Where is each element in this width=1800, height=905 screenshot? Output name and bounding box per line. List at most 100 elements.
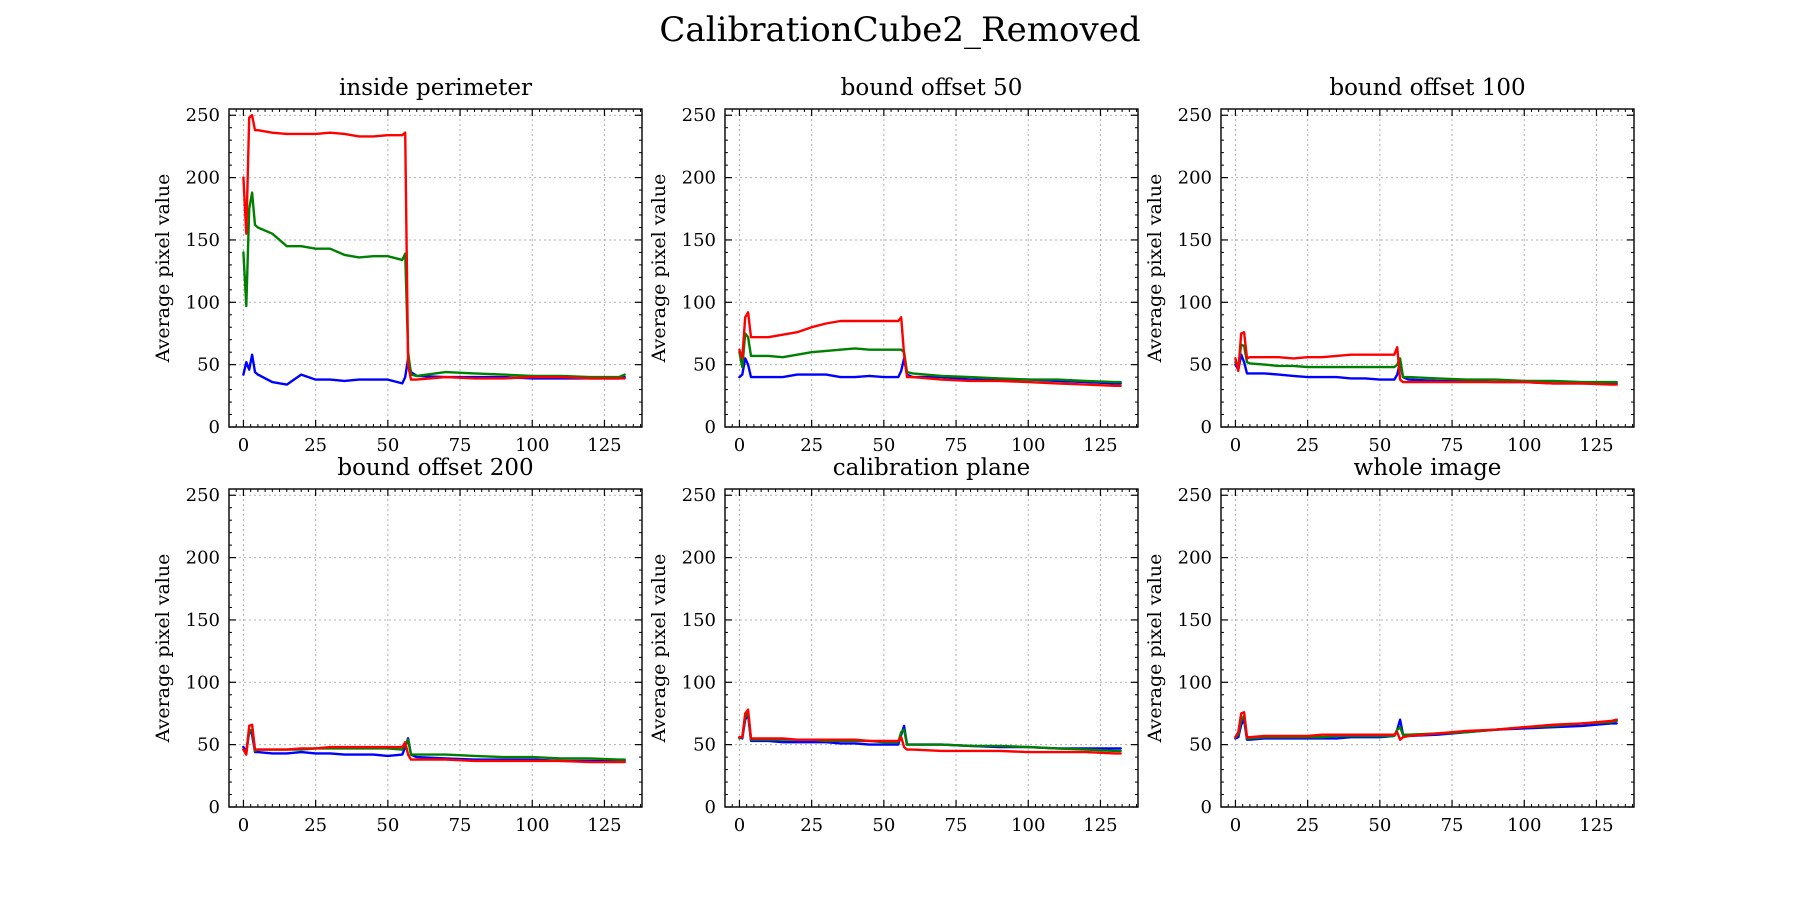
x-tick-label: 25 xyxy=(304,435,327,456)
x-tick-label: 0 xyxy=(1230,435,1241,456)
x-tick-label: 25 xyxy=(1296,815,1319,836)
subplot-6: 0 25 50 75 100 125 0 50 100 150 200 250 whole image A… xyxy=(1144,455,1635,836)
y-tick-label: 150 xyxy=(682,230,716,251)
y-tick-label: 150 xyxy=(1178,230,1212,251)
y-tick-label: 200 xyxy=(1178,168,1212,189)
y-tick-label: 0 xyxy=(705,797,716,818)
y-tick-label: 0 xyxy=(705,417,716,438)
y-tick-label: 50 xyxy=(197,735,220,756)
y-tick-label: 200 xyxy=(682,168,716,189)
y-axis-label: Average pixel value xyxy=(152,174,174,364)
y-tick-label: 0 xyxy=(1201,797,1212,818)
subplot-2: 0 25 50 75 100 125 0 50 100 150 200 250 bound offset… xyxy=(648,75,1139,456)
x-tick-label: 25 xyxy=(304,815,327,836)
x-tick-label: 125 xyxy=(1083,435,1117,456)
subplot-4: 0 25 50 75 100 125 0 50 100 150 200 250 bound offset… xyxy=(152,455,643,836)
y-axis-label: Average pixel value xyxy=(1144,174,1166,364)
y-tick-label: 100 xyxy=(186,292,220,313)
series-line-green xyxy=(242,191,626,379)
y-axis-label: Average pixel value xyxy=(648,174,670,364)
y-tick-label: 0 xyxy=(209,797,220,818)
series-line-green xyxy=(738,332,1122,384)
series-line-red xyxy=(738,708,1122,755)
x-tick-label: 100 xyxy=(1507,815,1541,836)
series-line-red xyxy=(242,723,626,764)
subplot-1: 0 25 50 75 100 125 0 50 100 150 200 250 inside perim… xyxy=(152,75,643,456)
series-line-red xyxy=(1234,711,1618,741)
x-tick-label: 75 xyxy=(1441,815,1464,836)
y-tick-label: 200 xyxy=(186,168,220,189)
y-tick-label: 50 xyxy=(197,355,220,376)
y-tick-label: 0 xyxy=(1201,417,1212,438)
x-tick-label: 125 xyxy=(1083,815,1117,836)
series-line-red xyxy=(1234,331,1618,386)
y-tick-label: 150 xyxy=(186,230,220,251)
y-tick-label: 50 xyxy=(1189,735,1212,756)
x-tick-label: 125 xyxy=(1579,435,1613,456)
subplot-3: 0 25 50 75 100 125 0 50 100 150 200 250 bound offset… xyxy=(1144,75,1635,456)
y-tick-label: 250 xyxy=(1178,105,1212,126)
axes-frame xyxy=(1220,488,1635,808)
x-tick-label: 100 xyxy=(1011,815,1045,836)
x-tick-label: 75 xyxy=(945,435,968,456)
y-tick-label: 250 xyxy=(682,485,716,506)
subplot-title: bound offset 50 xyxy=(841,75,1023,101)
y-tick-label: 100 xyxy=(186,672,220,693)
y-tick-label: 250 xyxy=(1178,485,1212,506)
x-tick-label: 0 xyxy=(734,815,745,836)
y-axis-label: Average pixel value xyxy=(1144,554,1166,744)
x-tick-label: 0 xyxy=(238,815,249,836)
y-tick-label: 250 xyxy=(186,485,220,506)
y-tick-label: 250 xyxy=(682,105,716,126)
x-tick-label: 0 xyxy=(734,435,745,456)
x-tick-label: 75 xyxy=(1441,435,1464,456)
subplot-5: 0 25 50 75 100 125 0 50 100 150 200 250 calibration … xyxy=(648,455,1139,836)
y-tick-label: 50 xyxy=(693,735,716,756)
axes-frame xyxy=(724,488,1139,808)
x-tick-label: 75 xyxy=(945,815,968,836)
x-tick-label: 50 xyxy=(376,815,399,836)
x-tick-label: 100 xyxy=(515,435,549,456)
y-tick-label: 50 xyxy=(1189,355,1212,376)
x-tick-label: 50 xyxy=(376,435,399,456)
axes-frame xyxy=(228,488,643,808)
y-tick-label: 150 xyxy=(682,610,716,631)
y-axis-label: Average pixel value xyxy=(648,554,670,744)
y-tick-label: 100 xyxy=(1178,292,1212,313)
subplot-title: whole image xyxy=(1354,455,1502,481)
x-tick-label: 100 xyxy=(1507,435,1541,456)
x-tick-label: 25 xyxy=(800,435,823,456)
x-tick-label: 75 xyxy=(449,435,472,456)
y-tick-label: 100 xyxy=(682,672,716,693)
series-line-green xyxy=(1234,343,1618,384)
x-tick-label: 50 xyxy=(872,815,895,836)
x-tick-label: 0 xyxy=(238,435,249,456)
figure-title: CalibrationCube2_Removed xyxy=(659,10,1141,50)
y-tick-label: 200 xyxy=(186,548,220,569)
x-tick-label: 50 xyxy=(872,435,895,456)
x-tick-label: 50 xyxy=(1368,435,1391,456)
y-tick-label: 150 xyxy=(186,610,220,631)
x-tick-label: 50 xyxy=(1368,815,1391,836)
x-tick-label: 75 xyxy=(449,815,472,836)
y-tick-label: 200 xyxy=(682,548,716,569)
subplot-title: calibration plane xyxy=(833,455,1031,481)
axes-frame xyxy=(724,108,1139,428)
x-tick-label: 100 xyxy=(515,815,549,836)
x-tick-label: 125 xyxy=(1579,815,1613,836)
axes-frame xyxy=(1220,108,1635,428)
y-axis-label: Average pixel value xyxy=(152,554,174,744)
y-tick-label: 250 xyxy=(186,105,220,126)
series-line-red xyxy=(242,113,626,381)
axes-frame xyxy=(228,108,643,428)
subplot-title: bound offset 100 xyxy=(1329,75,1525,101)
y-tick-label: 200 xyxy=(1178,548,1212,569)
x-tick-label: 25 xyxy=(800,815,823,836)
series-line-blue xyxy=(738,713,1122,750)
series-line-blue xyxy=(242,728,626,763)
x-tick-label: 100 xyxy=(1011,435,1045,456)
x-tick-label: 125 xyxy=(587,435,621,456)
subplot-title: bound offset 200 xyxy=(337,455,533,481)
